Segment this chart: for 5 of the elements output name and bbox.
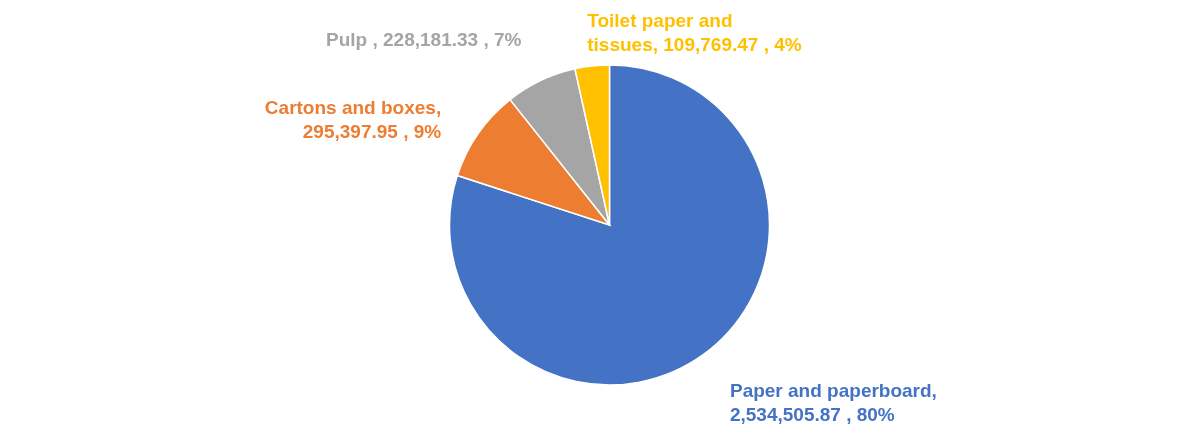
slice-label: Cartons and boxes, 295,397.95 , 9% [264,96,442,142]
pie-slice [449,64,771,386]
slice-label: Pulp , 228,181.33 , 7% [326,28,522,50]
slice-label: Paper and paperboard, 2,534,505.87 , 80% [729,379,937,425]
slice-label: Toilet paper and tissues, 109,769.47 , 4% [587,10,802,56]
